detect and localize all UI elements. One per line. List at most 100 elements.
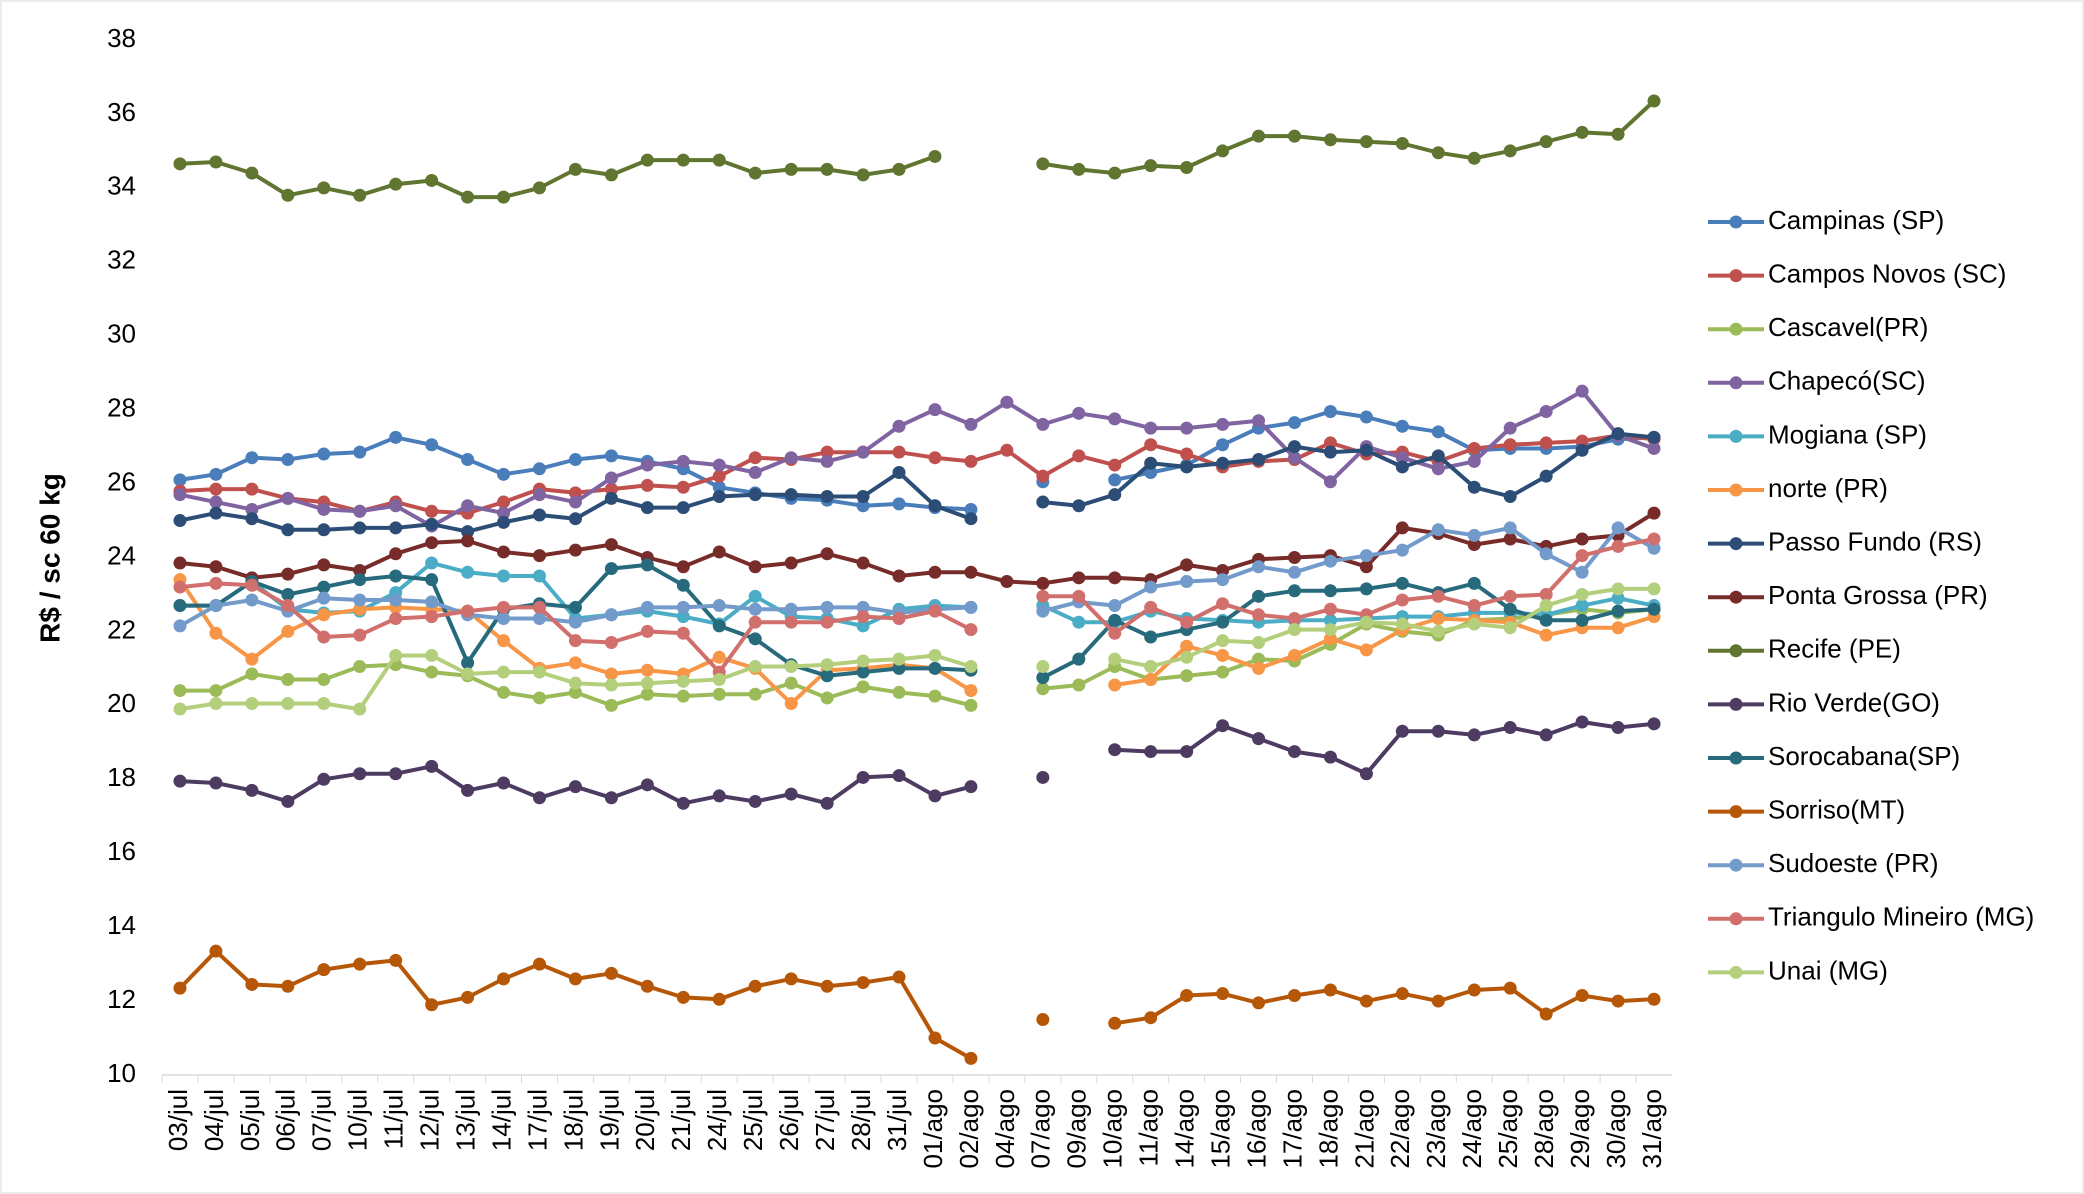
marker bbox=[281, 794, 295, 808]
marker bbox=[353, 957, 367, 971]
marker bbox=[1611, 994, 1625, 1008]
marker bbox=[209, 495, 223, 509]
marker bbox=[1539, 135, 1553, 149]
marker bbox=[1216, 987, 1230, 1001]
x-tick-label: 31/ago bbox=[1637, 1089, 1667, 1169]
marker bbox=[1252, 414, 1266, 428]
marker bbox=[1108, 678, 1122, 692]
marker bbox=[425, 998, 439, 1012]
marker bbox=[1359, 135, 1373, 149]
series bbox=[173, 532, 1661, 679]
marker bbox=[497, 685, 511, 699]
marker bbox=[712, 789, 726, 803]
marker bbox=[604, 698, 618, 712]
marker bbox=[1216, 144, 1230, 158]
marker bbox=[568, 495, 582, 509]
marker bbox=[173, 580, 187, 594]
marker bbox=[425, 759, 439, 773]
marker bbox=[892, 611, 906, 625]
marker bbox=[497, 467, 511, 481]
legend-label: Unai (MG) bbox=[1768, 955, 1888, 985]
marker bbox=[1216, 597, 1230, 611]
marker bbox=[1323, 404, 1337, 418]
marker bbox=[1323, 983, 1337, 997]
marker bbox=[1539, 587, 1553, 601]
marker bbox=[1072, 406, 1086, 420]
marker bbox=[1647, 541, 1661, 555]
marker bbox=[1575, 989, 1589, 1003]
x-tick-label: 09/ago bbox=[1062, 1089, 1092, 1169]
marker bbox=[1036, 671, 1050, 685]
marker bbox=[1359, 443, 1373, 457]
marker bbox=[461, 190, 475, 204]
marker bbox=[1647, 441, 1661, 455]
marker bbox=[281, 567, 295, 581]
marker bbox=[1467, 728, 1481, 742]
marker bbox=[1575, 715, 1589, 729]
marker bbox=[1108, 488, 1122, 502]
marker bbox=[928, 499, 942, 513]
marker bbox=[892, 569, 906, 583]
marker bbox=[389, 611, 403, 625]
y-tick-label: 20 bbox=[107, 688, 136, 718]
marker bbox=[856, 600, 870, 614]
marker bbox=[1467, 599, 1481, 613]
marker bbox=[461, 783, 475, 797]
y-axis-title: R$ / sc 60 kg bbox=[34, 473, 65, 643]
marker bbox=[748, 687, 762, 701]
x-tick-label: 29/ago bbox=[1565, 1089, 1595, 1169]
marker bbox=[281, 491, 295, 505]
marker bbox=[784, 615, 798, 629]
marker bbox=[1216, 615, 1230, 629]
marker bbox=[1180, 558, 1194, 572]
legend-marker bbox=[1729, 965, 1743, 979]
x-tick-label: 21/ago bbox=[1349, 1089, 1379, 1169]
marker bbox=[820, 162, 834, 176]
marker bbox=[1611, 621, 1625, 635]
marker bbox=[1036, 1013, 1050, 1027]
marker bbox=[1611, 721, 1625, 735]
marker bbox=[928, 661, 942, 675]
marker bbox=[964, 623, 978, 637]
marker bbox=[1611, 539, 1625, 553]
marker bbox=[533, 957, 546, 971]
marker bbox=[676, 578, 690, 592]
marker bbox=[640, 501, 654, 515]
marker bbox=[928, 648, 942, 662]
marker bbox=[604, 636, 618, 650]
marker bbox=[1288, 551, 1301, 564]
marker bbox=[317, 558, 331, 572]
marker bbox=[1252, 732, 1266, 746]
marker bbox=[712, 672, 726, 686]
legend-label: Chapecó(SC) bbox=[1768, 366, 1926, 396]
marker bbox=[568, 600, 582, 614]
marker bbox=[389, 177, 403, 191]
marker bbox=[676, 454, 690, 468]
marker bbox=[784, 697, 798, 711]
marker bbox=[676, 796, 690, 810]
marker bbox=[245, 593, 259, 607]
x-tick-label: 31/jul bbox=[882, 1089, 912, 1151]
x-tick-label: 01/ago bbox=[918, 1089, 948, 1169]
marker bbox=[1252, 608, 1266, 622]
marker bbox=[856, 499, 870, 513]
marker bbox=[892, 162, 906, 176]
marker bbox=[604, 491, 618, 505]
marker bbox=[1359, 994, 1373, 1008]
marker bbox=[712, 992, 726, 1006]
marker bbox=[1072, 449, 1086, 463]
marker bbox=[245, 166, 259, 180]
marker bbox=[1144, 672, 1158, 686]
marker bbox=[1395, 576, 1409, 590]
marker bbox=[1467, 441, 1481, 455]
marker bbox=[425, 648, 439, 662]
marker bbox=[1431, 523, 1445, 537]
marker bbox=[353, 445, 367, 459]
marker bbox=[604, 538, 618, 552]
y-tick-label: 16 bbox=[107, 836, 136, 866]
marker bbox=[1252, 129, 1266, 143]
marker bbox=[1036, 469, 1050, 483]
marker bbox=[1180, 669, 1194, 683]
legend-label: Ponta Grossa (PR) bbox=[1768, 580, 1988, 610]
